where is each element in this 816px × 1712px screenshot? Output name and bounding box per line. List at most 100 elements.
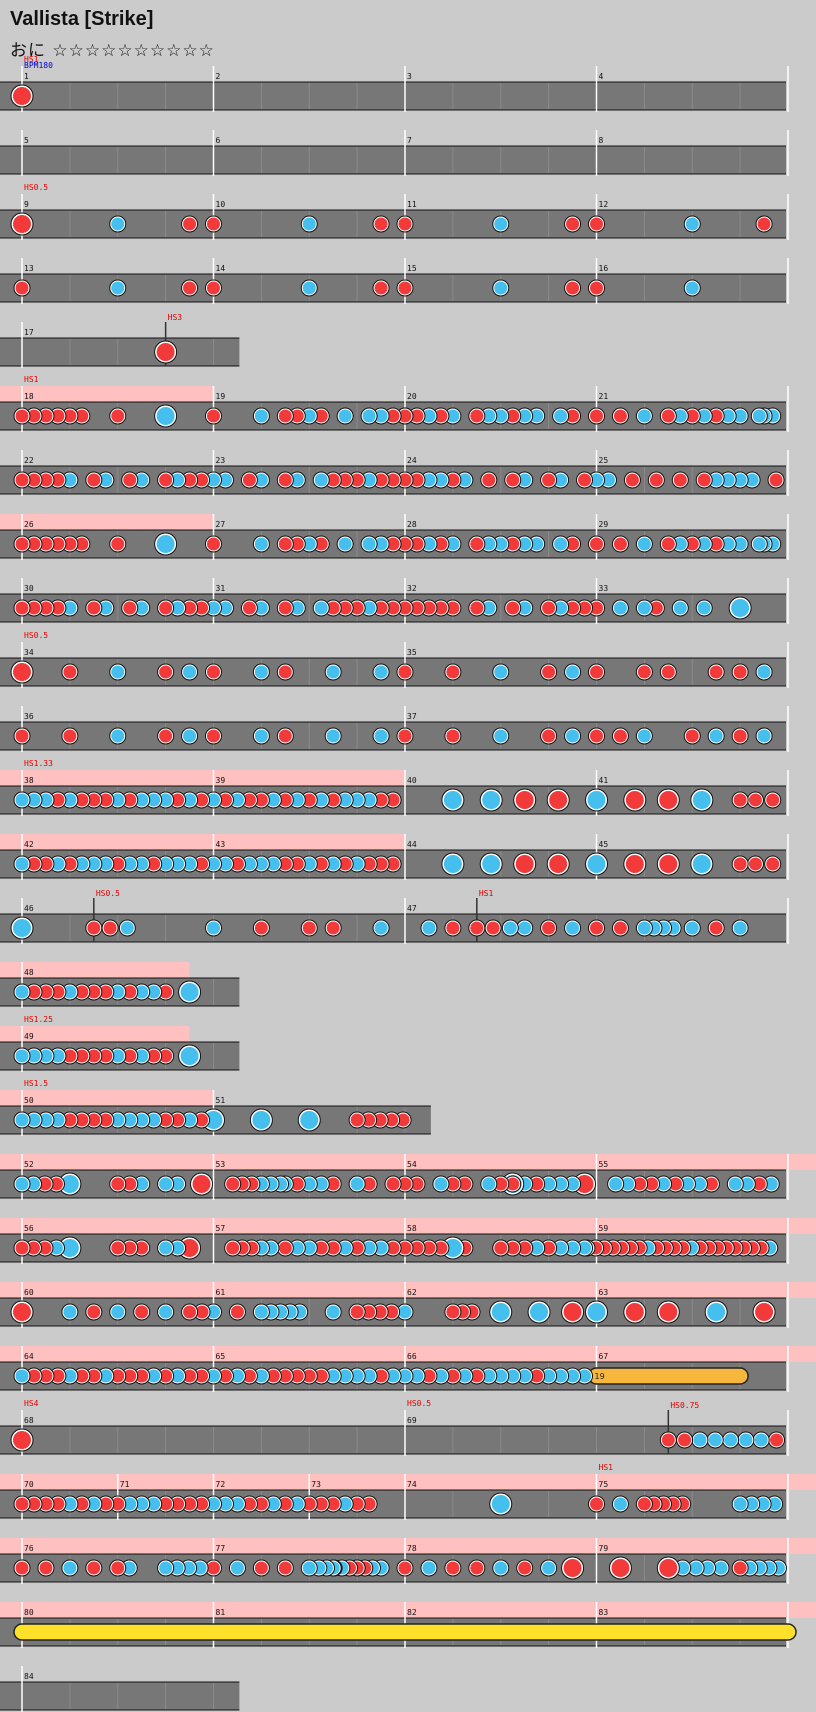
don-note xyxy=(278,729,292,743)
don-note xyxy=(542,1241,556,1255)
ka-note xyxy=(159,1561,173,1575)
don-note xyxy=(733,857,747,871)
don-note xyxy=(226,1177,240,1191)
ka-note xyxy=(443,791,462,809)
don-note xyxy=(195,473,209,487)
don-note xyxy=(506,1177,520,1191)
don-note xyxy=(709,409,723,423)
ka-note xyxy=(180,983,199,1001)
ka-note xyxy=(566,1369,580,1383)
don-note xyxy=(242,1369,256,1383)
ka-note xyxy=(51,857,65,871)
don-note xyxy=(123,793,137,807)
don-note xyxy=(183,1305,197,1319)
ka-note xyxy=(566,1177,580,1191)
don-note xyxy=(15,1241,29,1255)
don-note xyxy=(398,537,412,551)
measure-number: 17 xyxy=(24,328,34,337)
lane xyxy=(0,210,786,238)
measure-number: 57 xyxy=(216,1224,226,1233)
don-note xyxy=(398,217,412,231)
don-note xyxy=(156,343,175,361)
don-note xyxy=(770,1433,784,1447)
ka-note xyxy=(135,1177,149,1191)
don-note xyxy=(659,1303,678,1321)
measure-number: 35 xyxy=(407,648,417,657)
scroll-label: HS1 xyxy=(24,375,39,384)
ka-note xyxy=(685,217,699,231)
don-note xyxy=(207,729,220,743)
measure-number: 4 xyxy=(599,72,604,81)
don-note xyxy=(398,1241,412,1255)
ka-note xyxy=(183,1113,197,1127)
don-note xyxy=(362,1177,376,1191)
measure-number: 28 xyxy=(407,520,417,529)
ka-note xyxy=(745,1497,759,1511)
don-note xyxy=(542,729,556,743)
ka-note xyxy=(111,1049,125,1063)
don-note xyxy=(207,665,220,679)
ka-note xyxy=(721,473,735,487)
ka-note xyxy=(254,473,268,487)
ka-note xyxy=(613,601,627,615)
don-note xyxy=(374,601,388,615)
don-note xyxy=(87,1305,101,1319)
don-note xyxy=(15,537,29,551)
don-note xyxy=(39,409,53,423)
don-note xyxy=(386,473,400,487)
ka-note xyxy=(566,729,580,743)
measure-number: 38 xyxy=(24,776,34,785)
don-note xyxy=(195,1305,209,1319)
ka-note xyxy=(458,473,472,487)
don-note xyxy=(147,1049,161,1063)
measure-number: 69 xyxy=(407,1416,417,1425)
measure-number: 68 xyxy=(24,1416,34,1425)
don-note xyxy=(123,1177,137,1191)
ka-note xyxy=(338,1241,352,1255)
measure-number: 83 xyxy=(599,1608,609,1617)
ka-note xyxy=(135,857,149,871)
ka-note xyxy=(362,601,376,615)
measure-number: 21 xyxy=(599,392,609,401)
ka-note xyxy=(689,1561,703,1575)
ka-note xyxy=(15,1113,29,1127)
ka-note xyxy=(135,985,149,999)
ka-note xyxy=(733,537,747,551)
gogo-band xyxy=(0,1090,214,1106)
don-note xyxy=(314,409,328,423)
don-note xyxy=(704,1177,718,1191)
ka-note xyxy=(326,857,340,871)
scroll-label: HS1.25 xyxy=(24,1015,53,1024)
don-note xyxy=(709,665,723,679)
ka-note xyxy=(338,537,352,551)
ka-note xyxy=(60,1239,79,1257)
don-note xyxy=(566,409,580,423)
ka-note xyxy=(554,537,568,551)
ka-note xyxy=(566,1241,580,1255)
don-note xyxy=(542,601,556,615)
measure-number: 3 xyxy=(407,72,412,81)
don-note xyxy=(530,1369,544,1383)
ka-note xyxy=(362,409,376,423)
ka-note xyxy=(458,1369,472,1383)
don-note xyxy=(195,857,209,871)
don-note xyxy=(278,537,292,551)
don-note xyxy=(230,1305,244,1319)
measure-number: 46 xyxy=(24,904,34,913)
ka-note xyxy=(207,601,220,615)
measure-number: 18 xyxy=(24,392,34,401)
ka-note xyxy=(111,985,125,999)
ka-note xyxy=(637,601,651,615)
don-note xyxy=(159,601,173,615)
don-note xyxy=(434,537,448,551)
don-note xyxy=(578,473,592,487)
don-note xyxy=(15,601,29,615)
measure-number: 79 xyxy=(599,1544,609,1553)
don-note xyxy=(446,473,460,487)
ka-note xyxy=(350,1369,364,1383)
ka-note xyxy=(63,985,77,999)
lane xyxy=(0,338,240,366)
don-note xyxy=(207,281,220,295)
ka-note xyxy=(230,1369,244,1383)
don-note xyxy=(709,537,723,551)
